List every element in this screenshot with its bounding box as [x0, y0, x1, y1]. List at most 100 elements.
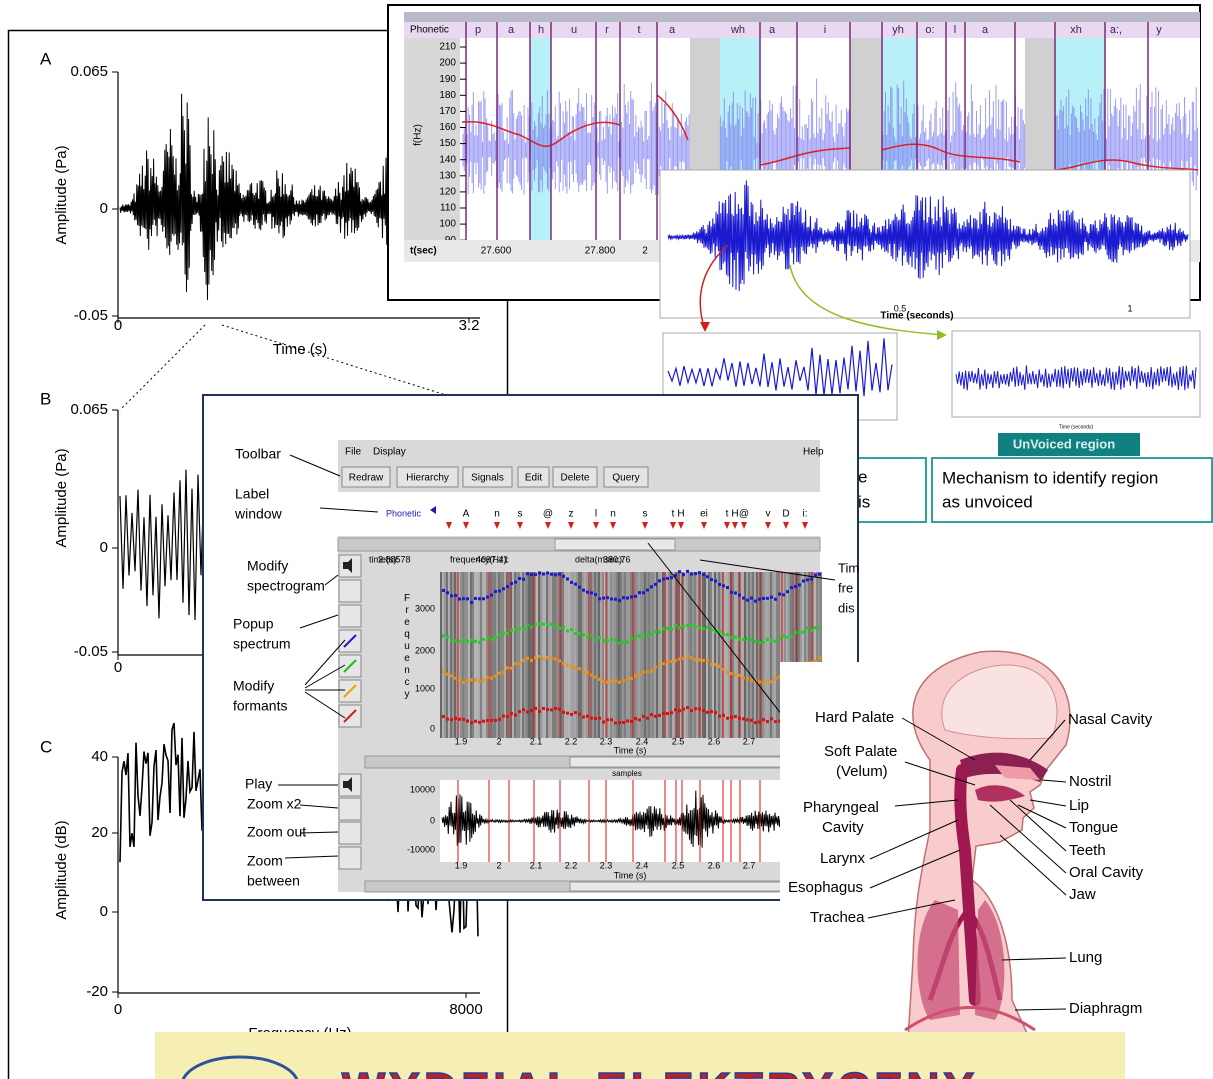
annotation: dis: [838, 600, 855, 615]
formant-point: [722, 668, 725, 671]
formant-point: [454, 639, 457, 642]
formant-point: [442, 715, 445, 718]
formant-point: [734, 636, 737, 639]
formant-point: [534, 707, 537, 710]
formant-point: [658, 662, 661, 665]
formant-point: [602, 639, 605, 642]
formant-point: [466, 679, 469, 682]
phone-label: H: [677, 509, 684, 520]
formant-point: [774, 640, 777, 643]
formant-point: [722, 633, 725, 636]
formant-point: [702, 627, 705, 630]
anatomy-label: Tongue: [1069, 819, 1118, 836]
annotation: formants: [233, 698, 287, 714]
formant-point: [510, 582, 513, 585]
formant-point: [654, 666, 657, 669]
annotation: window: [234, 506, 283, 522]
formant-point: [542, 658, 545, 661]
formant-point: [534, 573, 537, 576]
formant-point: [454, 717, 457, 720]
y-tick-label: 2000: [415, 645, 435, 655]
segment-label: t: [637, 24, 640, 36]
anatomy-label: (Velum): [836, 763, 888, 780]
formant-point: [730, 716, 733, 719]
formant-point: [678, 709, 681, 712]
formant-point: [450, 674, 453, 677]
formant-point: [706, 626, 709, 629]
formant-point: [706, 711, 709, 714]
anatomy-label: Hard Palate: [815, 709, 894, 726]
formant-point: [558, 627, 561, 630]
formant-point: [610, 638, 613, 641]
formant-point: [574, 667, 577, 670]
arrow-head: [700, 322, 710, 332]
y-tick-label: 180: [439, 90, 456, 101]
formant-point: [470, 721, 473, 724]
formant-point: [654, 715, 657, 718]
segment-label: h: [538, 24, 544, 36]
formant-point: [566, 664, 569, 667]
title-bar: [404, 12, 1200, 22]
formant-point: [454, 677, 457, 680]
anatomy-label: Jaw: [1069, 886, 1096, 903]
y-tick-label: 0.065: [70, 401, 108, 418]
formant-point: [682, 708, 685, 711]
formant-point: [490, 594, 493, 597]
formant-point: [494, 719, 497, 722]
formant-point: [774, 720, 777, 723]
formant-point: [686, 655, 689, 658]
anatomy-label: Esophagus: [788, 879, 863, 896]
formant-point: [666, 627, 669, 630]
segment-label: a: [508, 24, 515, 36]
status-text: 2.88578: [378, 554, 411, 564]
formant-point: [586, 591, 589, 594]
formant-point: [546, 572, 549, 575]
phone-label: D: [782, 509, 789, 520]
y-tick-label: 120: [439, 187, 456, 198]
formant-point: [666, 577, 669, 580]
formant-point: [610, 679, 613, 682]
formant-point: [638, 718, 641, 721]
segment-label: u: [571, 24, 577, 36]
formant-point: [614, 721, 617, 724]
formant-point: [482, 679, 485, 682]
formant-point: [666, 660, 669, 663]
formant-point: [594, 717, 597, 720]
formant-point: [662, 578, 665, 581]
phone-label: z: [569, 509, 574, 520]
formant-point: [702, 709, 705, 712]
formant-point: [730, 591, 733, 594]
formant-point: [738, 674, 741, 677]
formant-point: [606, 596, 609, 599]
formant-point: [642, 591, 645, 594]
formant-point: [458, 640, 461, 643]
formant-point: [594, 593, 597, 596]
formant-point: [502, 587, 505, 590]
zoom-frame: [952, 331, 1200, 417]
annotation: spectrogram: [247, 578, 325, 594]
panel-label: C: [40, 737, 52, 756]
formant-point: [750, 597, 753, 600]
formant-point: [718, 583, 721, 586]
formant-point: [586, 636, 589, 639]
panel-label: A: [40, 49, 52, 68]
y-tick-label: 210: [439, 42, 456, 53]
annotation: spectrum: [233, 636, 291, 652]
formant-point: [538, 710, 541, 713]
y-tick-label: -10000: [407, 844, 435, 854]
formant-point: [582, 589, 585, 592]
y-axis-label: Amplitude (Pa): [53, 145, 70, 244]
formant-point: [742, 638, 745, 641]
x-tick-label: 0: [114, 317, 122, 334]
anatomy-label: Soft Palate: [824, 743, 897, 760]
formant-point: [550, 573, 553, 576]
tool-icon: [339, 847, 361, 869]
annotation: Play: [245, 776, 272, 792]
formant-point: [570, 581, 573, 584]
formant-point: [718, 715, 721, 718]
segment-label: o:: [925, 24, 934, 36]
phone-label: A: [463, 509, 470, 520]
anatomy-label: Cavity: [822, 819, 864, 836]
formant-point: [486, 636, 489, 639]
anatomy-label: Diaphragm: [1069, 1000, 1142, 1017]
